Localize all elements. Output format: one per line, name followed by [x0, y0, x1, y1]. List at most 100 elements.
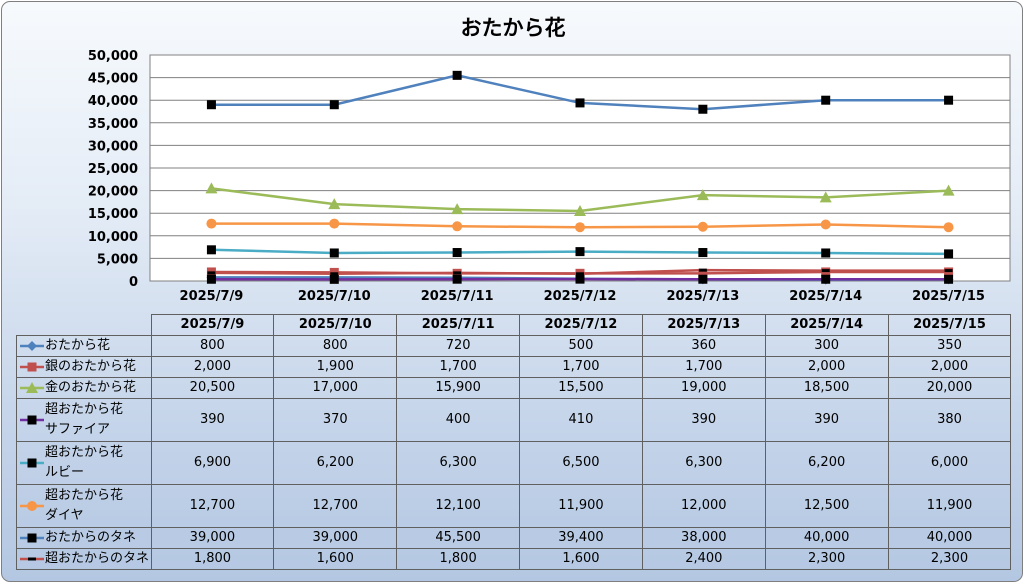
table-cell: 6,000	[887, 441, 1012, 485]
table-cell: 800	[150, 335, 275, 357]
data-point	[574, 204, 586, 216]
table-cell: 380	[887, 398, 1012, 442]
data-point	[452, 248, 462, 258]
table-cell: 11,900	[887, 484, 1012, 528]
table-row: 超おたからのタネ 1,800 1,600 1,800 1,600 2,400 2,300 2,…	[16, 548, 1012, 570]
data-point	[451, 203, 464, 215]
data-point	[329, 218, 340, 229]
legend-marker	[20, 501, 44, 511]
data-point	[943, 222, 954, 233]
table-cell: 370	[273, 398, 398, 442]
data-point	[696, 189, 709, 201]
table-cell: 300	[764, 335, 889, 357]
data-point	[575, 222, 585, 233]
table-cell: 390	[150, 398, 275, 442]
data-point	[697, 221, 708, 232]
table-cell: 45,500	[396, 527, 521, 549]
data-point	[329, 248, 339, 258]
table-header-cell: 2025/7/15	[887, 314, 1012, 336]
data-point	[206, 218, 217, 229]
legend-symbol	[26, 382, 38, 393]
legend-symbol	[27, 362, 37, 372]
data-point	[698, 268, 708, 278]
data-point	[942, 184, 955, 196]
legend-symbol	[27, 501, 37, 511]
data-point	[821, 95, 831, 105]
data-point	[329, 274, 339, 284]
chart-plot: 0 5,000 10,000 15,000 20,000 25,000 30,000 35,0…	[88, 49, 1011, 304]
series-7	[207, 268, 953, 276]
data-point	[820, 219, 831, 230]
x-tick-label: 2025/7/9	[180, 289, 244, 304]
series-name: 金のおたから花	[45, 380, 137, 395]
data-point	[698, 268, 707, 272]
table-cell: 800	[273, 335, 398, 357]
y-tick-label: 30,000	[88, 139, 138, 154]
table-cell: 1,600	[273, 548, 398, 570]
table-row: おたからのタネ 39,000 39,000 45,500 39,400 38,000 40,…	[16, 527, 1012, 549]
series-2	[205, 182, 955, 216]
chart-title: おたから花	[460, 16, 566, 40]
legend-marker	[20, 362, 44, 372]
data-point	[575, 247, 585, 257]
legend-entry: おたから花	[16, 335, 152, 357]
data-point	[206, 245, 216, 255]
legend-entry: 銀のおたから花	[16, 356, 152, 378]
table-cell: 12,500	[764, 484, 889, 528]
table-header-row: 2025/7/9 2025/7/10 2025/7/11 2025/7/12 2025/…	[16, 314, 1012, 336]
table-cell: 2,300	[887, 548, 1012, 570]
table-cell: 15,900	[396, 377, 521, 399]
data-point	[819, 191, 832, 203]
legend-entry: 超おたからのタネ	[16, 548, 152, 570]
legend-entry: 金のおたから花	[16, 377, 152, 399]
series-name: 超おたからのタネ	[45, 551, 150, 566]
data-point	[944, 269, 953, 273]
x-tick-label: 2025/7/10	[298, 289, 371, 304]
table-cell: 1,700	[396, 356, 521, 378]
table-cell: 1,700	[641, 356, 766, 378]
data-point	[821, 274, 831, 284]
series-4	[206, 245, 954, 259]
table-corner	[16, 314, 152, 336]
data-point	[206, 100, 216, 110]
table-cell: 350	[887, 335, 1012, 357]
table-row: 銀のおたから花 2,000 1,900 1,700 1,700 1,700 2,000 2,0…	[16, 356, 1012, 378]
legend-entry: 超おたから花 ルビー	[16, 441, 152, 485]
legend-marker	[20, 341, 44, 351]
table-cell: 720	[396, 335, 521, 357]
table-header-cell: 2025/7/14	[764, 314, 889, 336]
y-tick-label: 10,000	[88, 230, 138, 245]
y-tick-label: 5,000	[97, 252, 138, 267]
table-header-cell: 2025/7/9	[150, 314, 275, 336]
table-cell: 39,000	[273, 527, 398, 549]
table-cell: 2,400	[641, 548, 766, 570]
table-header-cell: 2025/7/11	[396, 314, 521, 336]
legend-entry: 超おたから花 サファイア	[16, 398, 152, 442]
y-tick-label: 15,000	[88, 207, 138, 222]
table-cell: 12,000	[641, 484, 766, 528]
data-point	[328, 198, 341, 210]
table-cell: 6,200	[764, 441, 889, 485]
data-point	[452, 70, 462, 80]
series-name: 超おたから花 サファイア	[45, 402, 124, 437]
legend-marker	[20, 458, 44, 468]
series-3	[206, 274, 954, 284]
legend-marker	[20, 557, 44, 561]
table-cell: 19,000	[641, 377, 766, 399]
legend-entry: おたからのタネ	[16, 527, 152, 549]
data-point	[698, 104, 708, 114]
table-cell: 2,000	[764, 356, 889, 378]
data-point	[576, 272, 584, 276]
legend-entry: 超おたから花 ダイヤ	[16, 484, 152, 528]
legend-symbol	[27, 458, 37, 468]
series-5	[206, 218, 954, 233]
legend-marker	[20, 382, 44, 393]
table-row: 金のおたから花 20,500 17,000 15,900 15,500 19,000 18,…	[16, 377, 1012, 399]
y-tick-label: 0	[129, 275, 138, 290]
y-tick-label: 45,000	[88, 72, 138, 87]
table-cell: 1,600	[519, 548, 643, 570]
table-row: 超おたから花 サファイア 390 370 400 410 390 390 380	[16, 398, 1012, 442]
x-tick-label: 2025/7/13	[666, 289, 739, 304]
table-cell: 12,100	[396, 484, 521, 528]
